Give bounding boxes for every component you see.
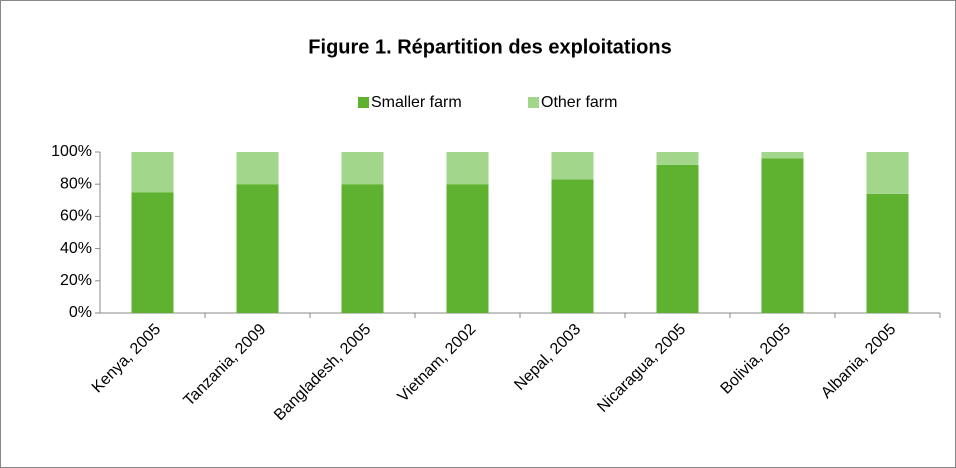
bar-segment — [656, 152, 699, 165]
y-tick-label: 60% — [60, 208, 92, 225]
bar-segment — [341, 152, 384, 185]
bar-segment — [131, 192, 174, 313]
legend-swatch — [528, 97, 539, 108]
y-tick-label: 80% — [60, 175, 92, 192]
y-tick-label: 40% — [60, 240, 92, 257]
bar-segment — [761, 152, 804, 159]
bar-segment — [236, 152, 279, 185]
y-tick-label: 20% — [60, 272, 92, 289]
bar-segment — [131, 152, 174, 193]
legend-swatch — [358, 97, 369, 108]
bar-segment — [551, 179, 594, 313]
y-tick-label: 0% — [69, 304, 92, 321]
chart-title: Figure 1. Répartition des exploitations — [308, 36, 671, 58]
bar-segment — [866, 193, 909, 313]
bar-segment — [446, 184, 489, 313]
bar-segment — [236, 184, 279, 313]
bar-segment — [656, 164, 699, 313]
y-tick-label: 100% — [51, 143, 92, 160]
bar-segment — [341, 184, 384, 313]
bar-segment — [551, 152, 594, 180]
bar-segment — [446, 152, 489, 185]
legend-label: Smaller farm — [371, 94, 462, 111]
bar-segment — [761, 158, 804, 313]
legend-label: Other farm — [541, 94, 617, 111]
bar-segment — [866, 152, 909, 194]
